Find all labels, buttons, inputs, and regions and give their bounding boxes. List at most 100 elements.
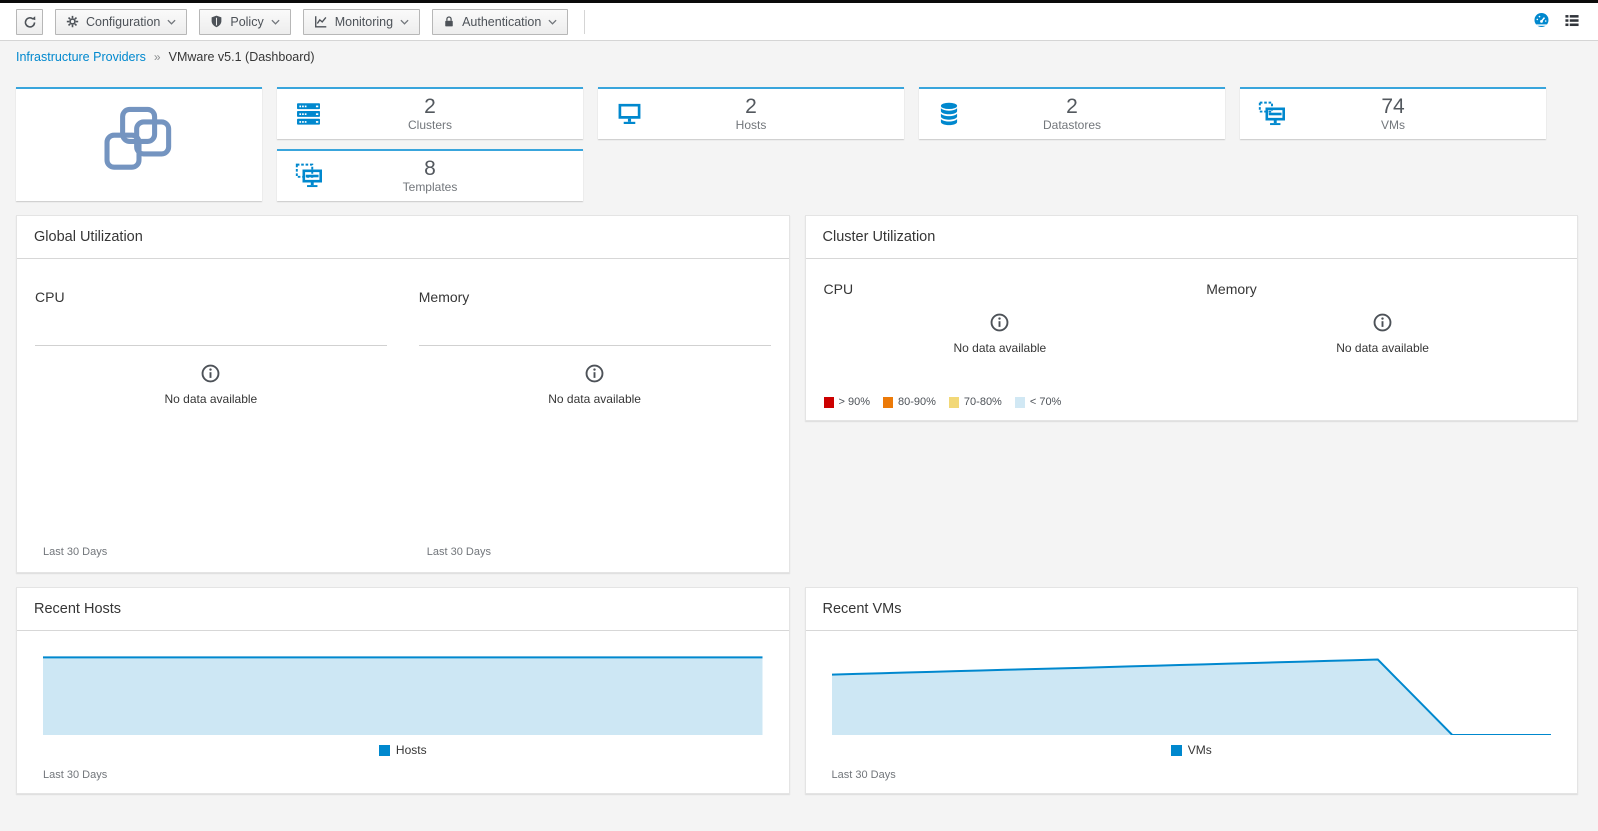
cpu-heading: CPU xyxy=(823,281,854,297)
breadcrumb: Infrastructure Providers » VMware v5.1 (… xyxy=(0,41,1598,74)
policy-label: Policy xyxy=(230,14,264,29)
info-icon xyxy=(201,364,220,387)
utilization-row: Global Utilization CPU No data available… xyxy=(16,215,1578,573)
gear-icon xyxy=(66,15,79,28)
templates-count: 8 xyxy=(424,157,436,181)
legend-item-70-80: 70-80% xyxy=(948,396,1002,408)
hosts-label: Hosts xyxy=(735,118,767,133)
templates-card[interactable]: 8 Templates xyxy=(277,149,583,201)
legend-chip-orange xyxy=(883,396,893,408)
provider-logo-card xyxy=(16,87,262,201)
caret-down-icon xyxy=(400,19,409,25)
global-utilization-panel: Global Utilization CPU No data available… xyxy=(16,215,790,573)
caret-down-icon xyxy=(167,19,176,25)
empty-chart-axis xyxy=(418,345,771,346)
hosts-count: 2 xyxy=(745,95,757,119)
global-memory-column: Memory No data available Last 30 Days xyxy=(418,289,771,558)
hosts-card[interactable]: 2 Hosts xyxy=(598,87,904,139)
cluster-memory-column: Memory No data available xyxy=(1206,281,1559,408)
info-icon xyxy=(1373,313,1392,336)
list-view-icon xyxy=(1564,13,1580,31)
legend-chip-lightblue xyxy=(1014,396,1025,408)
vms-label: VMs xyxy=(1381,118,1405,133)
empty-chart-axis xyxy=(35,345,387,346)
cluster-icon xyxy=(295,101,322,128)
monitoring-dropdown-button[interactable]: Monitoring xyxy=(302,8,421,35)
vms-legend-label: VMs xyxy=(1187,743,1212,757)
datastores-label: Datastores xyxy=(1042,118,1102,133)
cpu-no-data: No data available xyxy=(824,313,1177,355)
global-cpu-column: CPU No data available Last 30 Days xyxy=(35,289,387,558)
cluster-cpu-column: CPU No data available > 90% xyxy=(823,281,1177,408)
authentication-dropdown-button[interactable]: Authentication xyxy=(432,8,569,35)
recent-vms-footer: Last 30 Days xyxy=(831,769,896,781)
utilization-legend: > 90% 80-90% 70-80% < 70% xyxy=(823,396,1177,408)
clusters-card[interactable]: 2 Clusters xyxy=(277,87,583,139)
datastores-card[interactable]: 2 Datastores xyxy=(919,87,1225,139)
summary-view-toggle[interactable] xyxy=(1562,11,1582,33)
dashboard-view-toggle[interactable] xyxy=(1531,10,1552,33)
recent-vms-legend[interactable]: VMs xyxy=(806,743,1578,757)
clusters-count: 2 xyxy=(424,95,436,119)
legend-chip-red xyxy=(823,396,834,408)
recent-hosts-panel: Recent Hosts Hosts Last 30 Days xyxy=(16,587,790,794)
shield-icon xyxy=(210,15,223,28)
memory-footer: Last 30 Days xyxy=(426,546,491,558)
cpu-heading: CPU xyxy=(35,289,65,305)
legend-item-under-70: < 70% xyxy=(1014,396,1061,408)
recent-vms-chart xyxy=(831,655,1551,735)
memory-no-data: No data available xyxy=(1206,313,1559,355)
database-icon xyxy=(937,101,961,128)
toolbar-divider xyxy=(584,9,586,34)
info-icon xyxy=(585,364,604,387)
vms-card[interactable]: 74 VMs xyxy=(1240,87,1546,139)
cpu-no-data: No data available xyxy=(35,364,387,406)
hosts-legend-swatch xyxy=(378,744,390,756)
info-icon xyxy=(990,313,1009,336)
template-icon xyxy=(295,163,323,189)
policy-dropdown-button[interactable]: Policy xyxy=(199,8,291,35)
breadcrumb-infrastructure-providers-link[interactable]: Infrastructure Providers xyxy=(16,50,146,64)
caret-down-icon xyxy=(548,19,557,25)
breadcrumb-separator: » xyxy=(153,50,161,64)
breadcrumb-current-page: VMware v5.1 (Dashboard) xyxy=(168,50,315,64)
recent-hosts-chart xyxy=(43,655,763,735)
memory-heading: Memory xyxy=(418,289,470,305)
dashboard-content: 2 Clusters 2 Hosts xyxy=(0,87,1598,812)
caret-down-icon xyxy=(271,19,280,25)
recent-hosts-title: Recent Hosts xyxy=(17,588,789,631)
templates-label: Templates xyxy=(402,180,458,195)
configuration-label: Configuration xyxy=(86,14,161,29)
lock-icon xyxy=(443,15,455,28)
refresh-icon xyxy=(23,15,37,29)
recent-vms-title: Recent VMs xyxy=(805,588,1577,631)
clusters-label: Clusters xyxy=(407,118,452,133)
legend-item-80-90: 80-90% xyxy=(883,396,936,408)
global-utilization-title: Global Utilization xyxy=(17,216,789,259)
vms-legend-swatch xyxy=(1170,744,1182,756)
memory-heading: Memory xyxy=(1206,281,1257,297)
cluster-utilization-panel: Cluster Utilization CPU No data availabl… xyxy=(804,215,1578,421)
masthead-bottom-edge xyxy=(0,0,1598,3)
refresh-button[interactable] xyxy=(16,8,43,35)
chart-line-icon xyxy=(314,15,328,28)
recent-vms-panel: Recent VMs VMs Last 30 Days xyxy=(804,587,1578,794)
recent-row: Recent Hosts Hosts Last 30 Days Recent V… xyxy=(16,587,1578,794)
virtual-machine-icon xyxy=(1258,101,1286,127)
legend-chip-yellow xyxy=(948,396,959,408)
center-toolbar: Configuration Policy Monitoring Authenti… xyxy=(0,3,1598,41)
monitoring-label: Monitoring xyxy=(334,14,394,29)
vmware-vsphere-logo xyxy=(100,105,178,186)
hosts-legend-label: Hosts xyxy=(395,743,427,757)
cluster-utilization-title: Cluster Utilization xyxy=(805,216,1577,259)
datastores-count: 2 xyxy=(1066,95,1078,119)
legend-item-over-90: > 90% xyxy=(823,396,870,408)
memory-no-data: No data available xyxy=(419,364,771,406)
aggregate-status-cards: 2 Clusters 2 Hosts xyxy=(16,87,1578,201)
recent-hosts-footer: Last 30 Days xyxy=(43,769,108,781)
monitor-icon xyxy=(616,102,643,127)
vms-count: 74 xyxy=(1381,95,1405,119)
configuration-dropdown-button[interactable]: Configuration xyxy=(55,8,188,35)
recent-hosts-legend[interactable]: Hosts xyxy=(17,743,789,757)
dashboard-gauge-icon xyxy=(1533,12,1550,31)
